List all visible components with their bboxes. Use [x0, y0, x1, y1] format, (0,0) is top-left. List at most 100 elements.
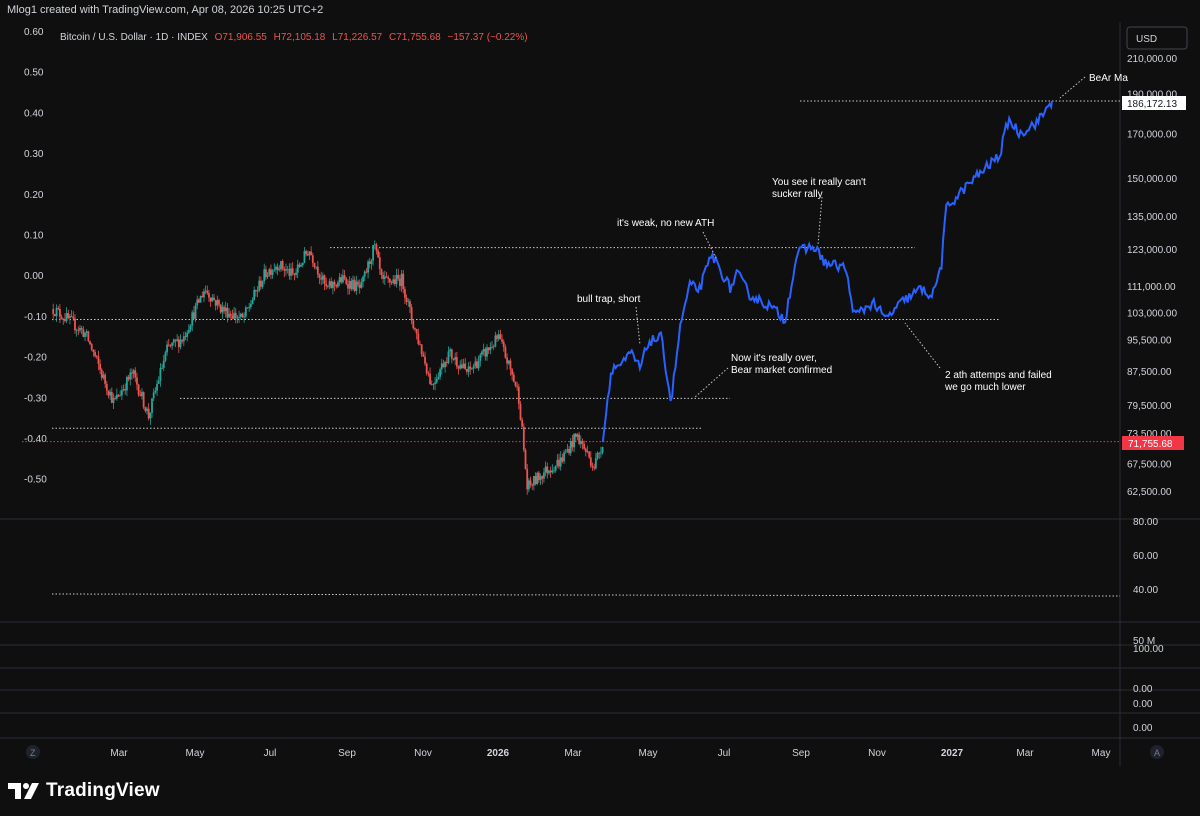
candle	[315, 266, 318, 270]
candle	[496, 334, 498, 343]
candle	[434, 377, 436, 391]
footer: TradingView	[0, 766, 1200, 816]
candle	[378, 251, 381, 275]
candle	[541, 475, 544, 485]
candle	[536, 471, 539, 486]
candle	[385, 271, 388, 279]
a-button[interactable]: A	[1150, 745, 1164, 759]
candle	[125, 375, 128, 397]
candle	[189, 324, 192, 333]
candle	[124, 383, 127, 395]
candle	[221, 302, 224, 319]
candle	[442, 359, 445, 368]
candle	[211, 294, 214, 302]
legend-low: L71,226.57	[332, 32, 382, 43]
candles	[52, 240, 604, 495]
chart[interactable]: Bitcoin / U.S. Dollar · 1D · INDEX O71,9…	[0, 0, 1200, 766]
candle	[127, 375, 130, 382]
candle	[181, 339, 184, 344]
currency-button[interactable]: USD	[1126, 26, 1188, 50]
candle	[497, 329, 500, 342]
candle	[556, 454, 559, 468]
candle	[236, 314, 239, 324]
currency-label[interactable]: USD	[1136, 34, 1157, 45]
candle	[390, 280, 393, 285]
candle	[132, 368, 135, 379]
candle	[409, 298, 411, 314]
candle	[325, 277, 328, 290]
candle	[332, 280, 334, 295]
candle	[484, 346, 487, 361]
candle	[387, 275, 390, 284]
legend: Bitcoin / U.S. Dollar · 1D · INDEX O71,9…	[60, 32, 528, 43]
candle	[59, 303, 61, 324]
time-axis[interactable]: Mar May Jul Sep Nov 2026 Mar May Jul Sep Nov 2027 Ma…	[110, 748, 1110, 759]
candle	[115, 388, 118, 401]
candle	[422, 351, 425, 357]
candle	[256, 286, 259, 298]
candle	[454, 352, 457, 365]
a-button-label[interactable]: A	[1154, 748, 1160, 758]
candle	[90, 342, 93, 352]
candle	[420, 344, 423, 358]
candle	[176, 334, 179, 343]
pane3-tick-0: 100.00	[1133, 644, 1164, 655]
candle	[119, 390, 122, 397]
legend-close: C71,755.68	[389, 32, 441, 43]
candle	[452, 358, 455, 361]
candle	[139, 390, 142, 397]
candle	[571, 434, 574, 452]
candle	[226, 303, 229, 323]
candle	[122, 384, 125, 392]
candle	[546, 462, 549, 479]
candle	[566, 443, 569, 454]
tradingview-logo-icon	[8, 783, 39, 799]
tradingview-logo[interactable]: TradingView	[8, 780, 160, 802]
candle	[415, 328, 418, 340]
candle	[87, 330, 90, 343]
candle	[529, 476, 532, 488]
z-button[interactable]: Z	[26, 745, 40, 759]
candle	[593, 463, 596, 471]
candle	[52, 303, 55, 321]
time-axis-label: Jul	[264, 748, 277, 759]
candle	[305, 249, 308, 257]
candle	[388, 278, 391, 288]
candle	[491, 341, 493, 349]
candle	[412, 318, 415, 330]
pane1-tick-1: 60.00	[1133, 551, 1158, 562]
candle	[75, 328, 78, 337]
sub-pane-axes: 80.00 60.00 40.00 50 M 100.00 0.00 0.00 …	[1133, 517, 1164, 734]
candle	[219, 304, 222, 314]
right-axis-tick: 87,500.00	[1127, 367, 1172, 378]
candle	[172, 338, 175, 346]
candle	[544, 461, 547, 477]
candle	[579, 435, 582, 448]
candle	[581, 438, 584, 450]
candle	[270, 264, 272, 280]
pane3-tick-1: 0.00	[1133, 684, 1153, 695]
candle	[397, 268, 400, 281]
candle	[192, 306, 195, 321]
candle	[360, 278, 363, 289]
left-axis-tick: 0.30	[24, 149, 44, 160]
candle	[477, 355, 480, 371]
candle	[363, 270, 366, 282]
candle	[144, 406, 147, 413]
candle	[377, 248, 380, 258]
candle	[447, 346, 450, 365]
candle	[526, 463, 529, 495]
candle	[246, 307, 249, 309]
candle	[100, 367, 103, 381]
z-button-label[interactable]: Z	[30, 748, 36, 758]
candle	[599, 446, 602, 458]
annotation-bull-trap: bull trap, short	[577, 294, 641, 305]
candle	[271, 269, 274, 279]
time-axis-label: 2026	[487, 748, 510, 759]
candle	[358, 279, 361, 294]
candle	[57, 305, 60, 311]
candle	[440, 358, 443, 375]
candle	[258, 276, 261, 293]
right-axis-tick: 210,000.00	[1127, 54, 1177, 65]
candle	[321, 272, 324, 285]
